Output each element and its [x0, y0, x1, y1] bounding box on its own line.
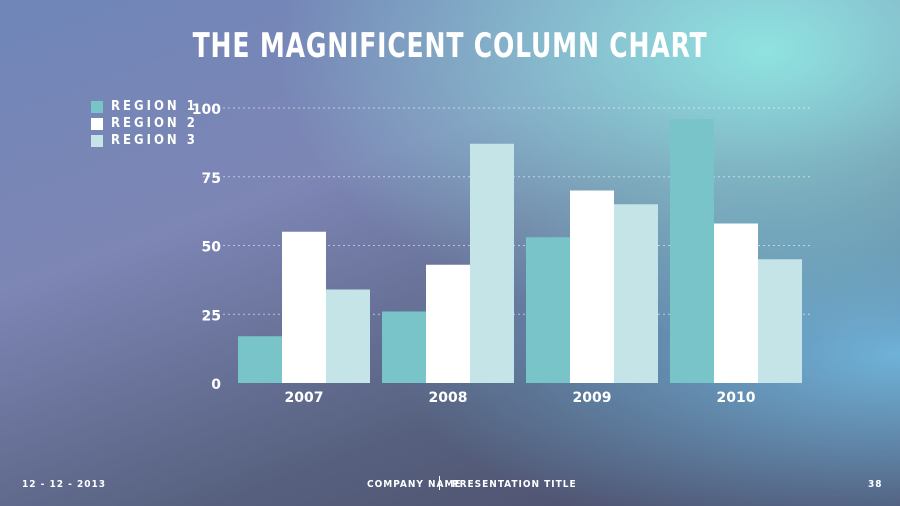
legend-swatch [91, 134, 103, 147]
y-tick-label: 100 [192, 102, 221, 118]
bar-region-1-2008 [382, 311, 426, 383]
legend-label: REGION 3 [111, 133, 198, 148]
x-tick-label: 2007 [285, 390, 324, 406]
bar-region-2-2008 [426, 264, 470, 383]
legend-swatch [91, 100, 103, 113]
y-tick-label: 50 [202, 240, 222, 256]
footer-company: COMPANY NAME [367, 479, 462, 490]
bar-region-2-2007 [282, 231, 326, 383]
legend-item-region-1: REGION 1 [91, 98, 198, 115]
bar-region-2-2009 [570, 190, 614, 383]
legend: REGION 1 REGION 2 REGION 3 [91, 98, 198, 149]
bar-region-1-2007 [238, 336, 282, 383]
page-number: 38 [868, 479, 883, 490]
footer-presentation-title: PRESENTATION TITLE [452, 479, 577, 490]
legend-label: REGION 2 [111, 116, 198, 131]
legend-item-region-2: REGION 2 [91, 115, 198, 132]
legend-item-region-3: REGION 3 [91, 132, 198, 149]
bar-region-3-2008 [470, 143, 514, 383]
bar-region-1-2010 [670, 119, 714, 383]
bar-region-1-2009 [526, 237, 570, 383]
legend-label: REGION 1 [111, 99, 198, 114]
chart-title: THE MAGNIFICENT COLUMN CHART [192, 26, 708, 66]
y-tick-label: 25 [202, 308, 221, 324]
bar-region-2-2010 [714, 223, 758, 383]
y-tick-label: 75 [202, 171, 221, 187]
x-tick-label: 2010 [717, 390, 756, 406]
bar-region-3-2010 [758, 259, 802, 383]
footer-divider [439, 476, 440, 490]
bar-region-3-2009 [614, 204, 658, 383]
bar-region-3-2007 [326, 289, 370, 383]
x-tick-label: 2009 [573, 390, 612, 406]
y-tick-label: 0 [211, 377, 221, 393]
legend-swatch [91, 117, 103, 130]
x-tick-label: 2008 [429, 390, 468, 406]
footer-date: 12 - 12 - 2013 [22, 479, 107, 490]
